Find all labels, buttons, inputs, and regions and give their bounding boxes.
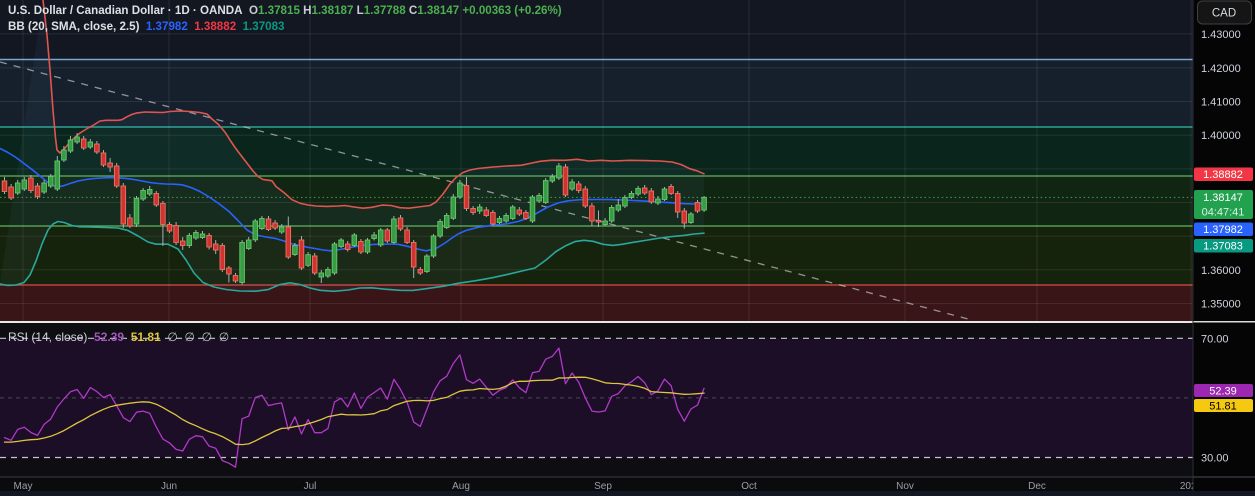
svg-text:1.35000: 1.35000 — [1201, 299, 1241, 311]
svg-text:51.81: 51.81 — [1209, 400, 1237, 412]
svg-text:1.36000: 1.36000 — [1201, 265, 1241, 277]
svg-text:May: May — [14, 481, 33, 491]
svg-text:Aug: Aug — [452, 481, 470, 491]
svg-text:1.43000: 1.43000 — [1201, 29, 1241, 41]
svg-text:1.38147: 1.38147 — [1203, 192, 1243, 204]
svg-text:Sep: Sep — [594, 481, 612, 491]
svg-text:70.00: 70.00 — [1201, 333, 1229, 345]
svg-text:1.37083: 1.37083 — [1203, 241, 1243, 253]
svg-text:1.38882: 1.38882 — [1203, 169, 1243, 181]
svg-text:U.S. Dollar / Canadian Dollar: U.S. Dollar / Canadian Dollar · 1D · OAN… — [8, 4, 562, 17]
svg-text:CAD: CAD — [1212, 8, 1236, 20]
svg-text:1.40000: 1.40000 — [1201, 130, 1241, 142]
svg-text:30.00: 30.00 — [1201, 453, 1229, 465]
svg-text:04:47:41: 04:47:41 — [1202, 207, 1245, 219]
svg-text:Jul: Jul — [304, 481, 317, 491]
svg-text:52.39: 52.39 — [1209, 385, 1237, 397]
svg-text:2026: 2026 — [1180, 481, 1203, 491]
svg-text:Jun: Jun — [161, 481, 177, 491]
svg-text:1.42000: 1.42000 — [1201, 63, 1241, 75]
svg-text:Oct: Oct — [741, 481, 757, 491]
svg-text:Nov: Nov — [896, 481, 914, 491]
svg-text:Dec: Dec — [1028, 481, 1046, 491]
svg-text:1.41000: 1.41000 — [1201, 97, 1241, 109]
svg-text:RSI (14, close) 52.39 51.81: RSI (14, close) 52.39 51.81 ∅ ∅ ∅ ∅ — [8, 330, 229, 344]
svg-text:1.37982: 1.37982 — [1203, 224, 1243, 236]
svg-text:BB (20, SMA, close, 2.5) 1.37: BB (20, SMA, close, 2.5) 1.37982 1.38882… — [8, 20, 285, 33]
